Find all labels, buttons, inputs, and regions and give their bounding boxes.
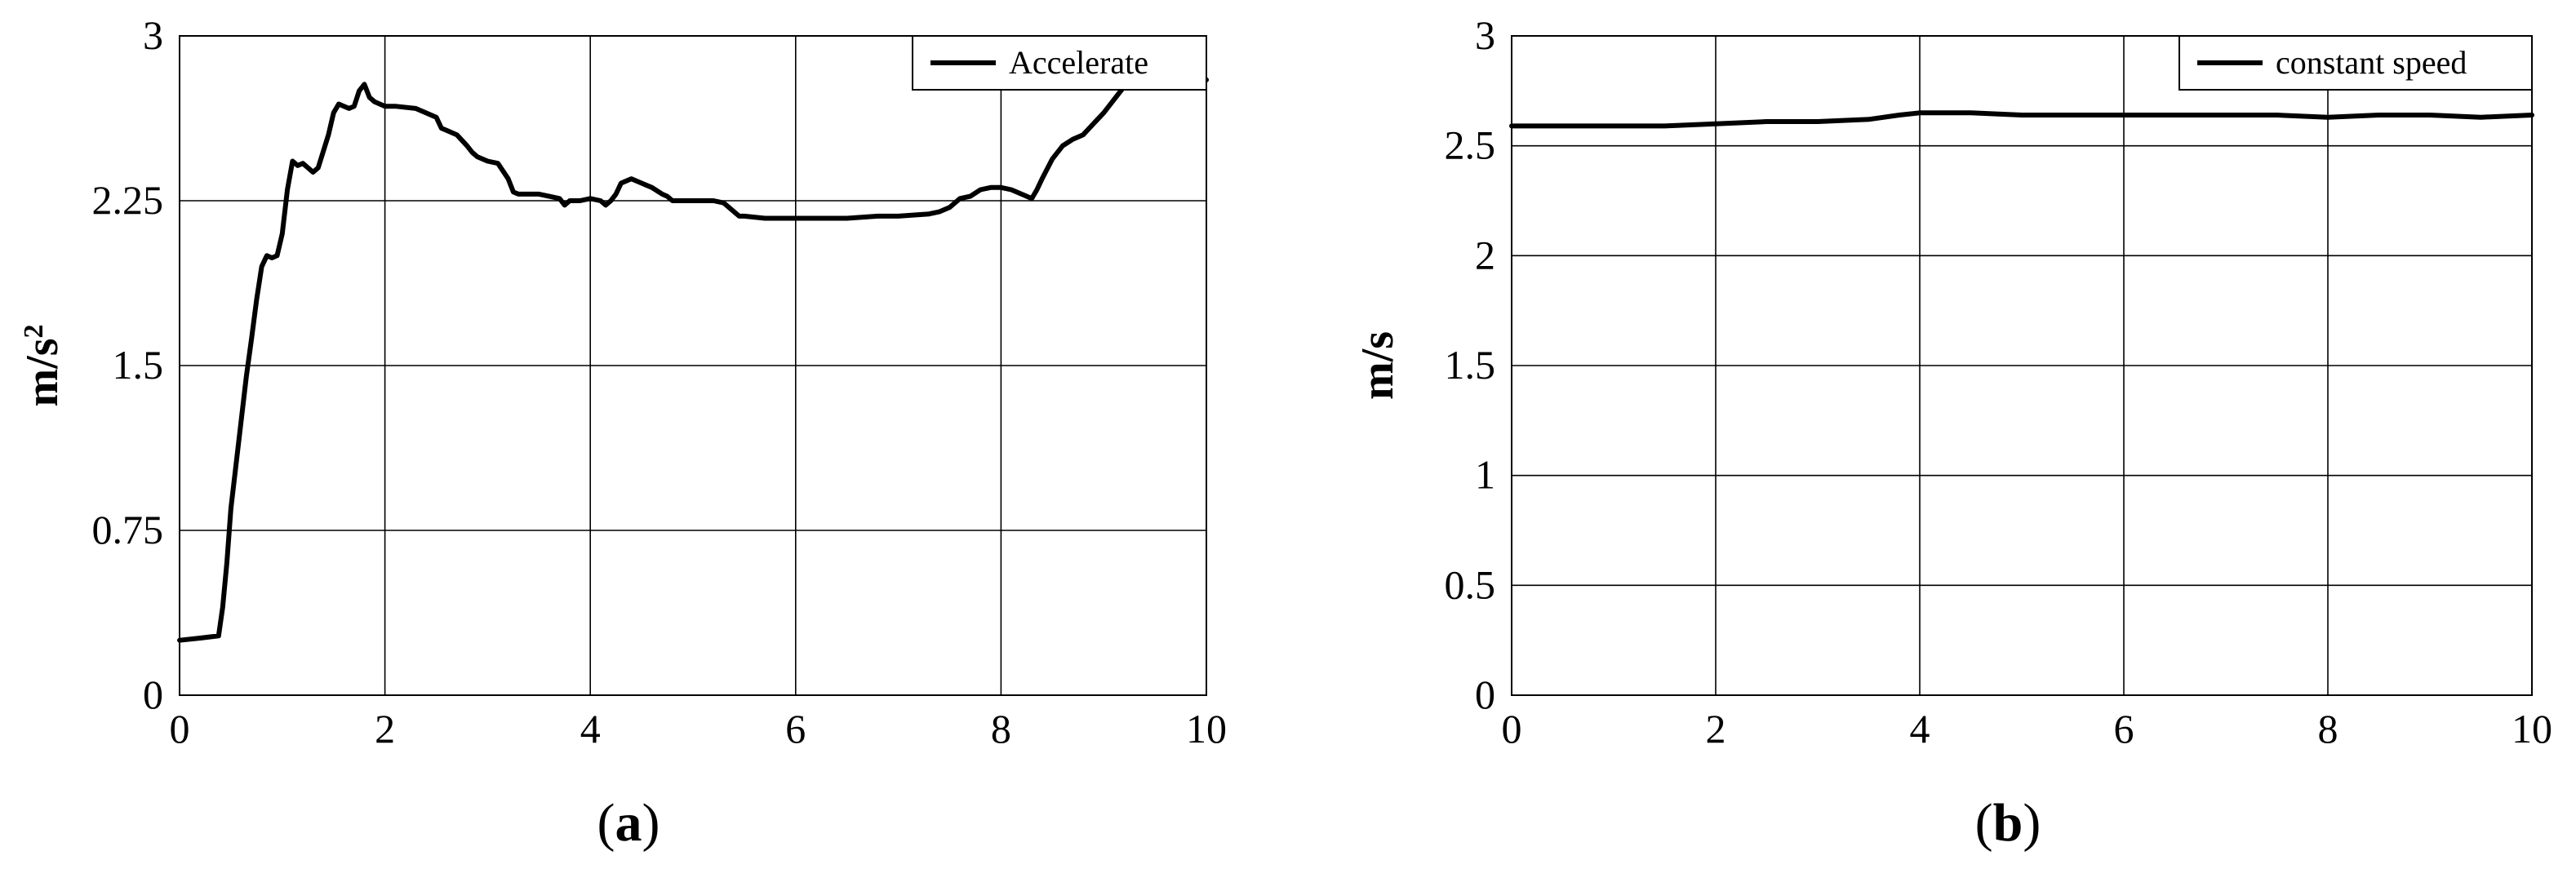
panel-b-x-tick-label: 8 <box>2318 706 2338 752</box>
panel-b-y-ticks: 0 0.5 1 1.5 2 2.5 3 <box>1445 12 1496 717</box>
panel-b-y-tick-label: 1 <box>1475 452 1495 498</box>
panel-a-y-ticks: 0 0.75 1.5 2.25 3 <box>92 12 164 717</box>
panel-a-x-tick-label: 10 <box>1186 706 1227 752</box>
panel-a-series-line-0 <box>177 77 1209 643</box>
panel-b-chart: 0 2 4 6 8 10 0 0.5 1 1.5 2 2.5 3 m/s constant speed… <box>1352 12 2552 853</box>
panel-a-y-tick-label: 1.5 <box>113 342 164 388</box>
panel-b-x-tick-label: 6 <box>2114 706 2134 752</box>
panel-b-x-tick-label: 0 <box>1502 706 1522 752</box>
panel-a-y-tick-label: 3 <box>143 12 163 58</box>
panel-b-y-tick-label: 2 <box>1475 232 1495 277</box>
panel-a-y-tick-label: 2.25 <box>92 177 164 223</box>
panel-a-caption: (a) <box>597 793 660 853</box>
panel-a-y-tick-label: 0.75 <box>92 507 164 552</box>
panel-b-y-tick-label: 1.5 <box>1445 342 1496 388</box>
panel-a-caption-letter: a <box>615 793 642 853</box>
panel-b-series-layer <box>1509 110 2534 129</box>
panel-b-plot-frame <box>1511 35 2533 696</box>
panel-b-legend-label: constant speed <box>2276 44 2467 81</box>
panel-a-y-axis-label: m/s2 <box>17 325 68 407</box>
panel-a-y-axis-label-sup: 2 <box>19 325 49 339</box>
panel-a-plot-frame <box>179 35 1207 696</box>
panel-a-x-tick-label: 6 <box>785 706 806 752</box>
panel-b-x-tick-label: 4 <box>1910 706 1930 752</box>
panel-a-caption-close: ) <box>642 793 660 853</box>
panel-b-grid <box>1512 36 2532 695</box>
panel-b-x-tick-label: 2 <box>1706 706 1726 752</box>
panel-a-x-ticks: 0 2 4 6 8 10 <box>170 706 1228 752</box>
panel-a-x-tick-label: 8 <box>991 706 1011 752</box>
panel-a-y-axis-label-base: m/s <box>17 339 68 407</box>
panel-b-y-axis-label-base: m/s <box>1352 331 1403 400</box>
panel-a-chart: 0 2 4 6 8 10 00.751.52.253 m/s2 Accelerate (a… <box>17 12 1227 853</box>
panel-b-caption: (b) <box>1975 793 2041 853</box>
panel-a-caption-open: ( <box>597 793 615 853</box>
panel-b-y-axis-label: m/s <box>1352 331 1403 400</box>
panel-a-series-layer <box>177 77 1209 643</box>
panel-b-y-tick-label: 0 <box>1475 672 1495 717</box>
panel-a-x-tick-label: 0 <box>170 706 190 752</box>
panel-b-caption-close: ) <box>2023 793 2041 853</box>
panel-a-grid <box>180 36 1206 695</box>
panel-b-series-line-0 <box>1509 110 2534 129</box>
panel-b-x-ticks: 0 2 4 6 8 10 <box>1502 706 2553 752</box>
panel-b-y-tick-label: 0.5 <box>1445 561 1496 607</box>
panel-b-y-tick-label: 3 <box>1475 12 1495 58</box>
panel-b-caption-letter: b <box>1993 793 2023 853</box>
panel-b-x-tick-label: 10 <box>2512 706 2552 752</box>
panel-a-legend-label: Accelerate <box>1009 44 1148 81</box>
panel-a-y-tick-label: 0 <box>143 672 163 717</box>
panel-a-x-tick-label: 4 <box>580 706 601 752</box>
panel-b-caption-open: ( <box>1975 793 1993 853</box>
panel-b-y-tick-label: 2.5 <box>1445 122 1496 168</box>
panel-b-legend: constant speed <box>2178 35 2533 91</box>
panel-a-x-tick-label: 2 <box>375 706 395 752</box>
panel-a-legend: Accelerate <box>912 35 1207 91</box>
